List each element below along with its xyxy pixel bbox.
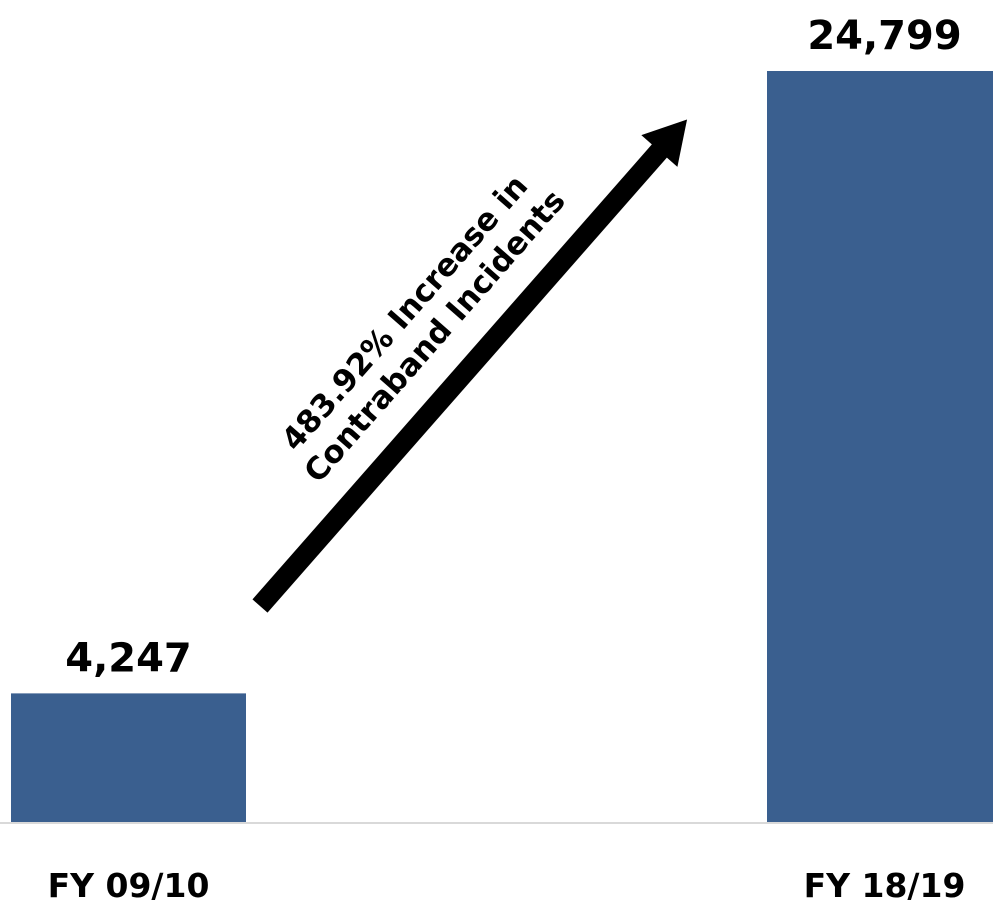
bars-layer <box>11 71 993 822</box>
bar-2 <box>767 71 993 822</box>
annotation-line-2: Contraband Incidents <box>297 183 572 490</box>
bar-value-label-1: 4,247 <box>65 635 192 681</box>
trend-arrow-shaft <box>252 141 670 613</box>
annotation-line-1: 483.92% Increase in <box>275 168 535 458</box>
bar-value-label-2: 24,799 <box>807 13 961 59</box>
tick-labels-layer: FY 09/10 FY 18/19 <box>48 866 966 905</box>
value-labels-layer: 4,247 24,799 <box>65 13 961 681</box>
x-tick-label-2: FY 18/19 <box>804 866 966 905</box>
trend-arrow-icon <box>641 119 688 167</box>
annotation-text: 483.92% Increase in Contraband Incidents <box>269 158 573 490</box>
x-tick-label-1: FY 09/10 <box>48 866 210 905</box>
bar-1 <box>11 693 246 822</box>
trend-annotation: 483.92% Increase in Contraband Incidents <box>252 119 688 613</box>
